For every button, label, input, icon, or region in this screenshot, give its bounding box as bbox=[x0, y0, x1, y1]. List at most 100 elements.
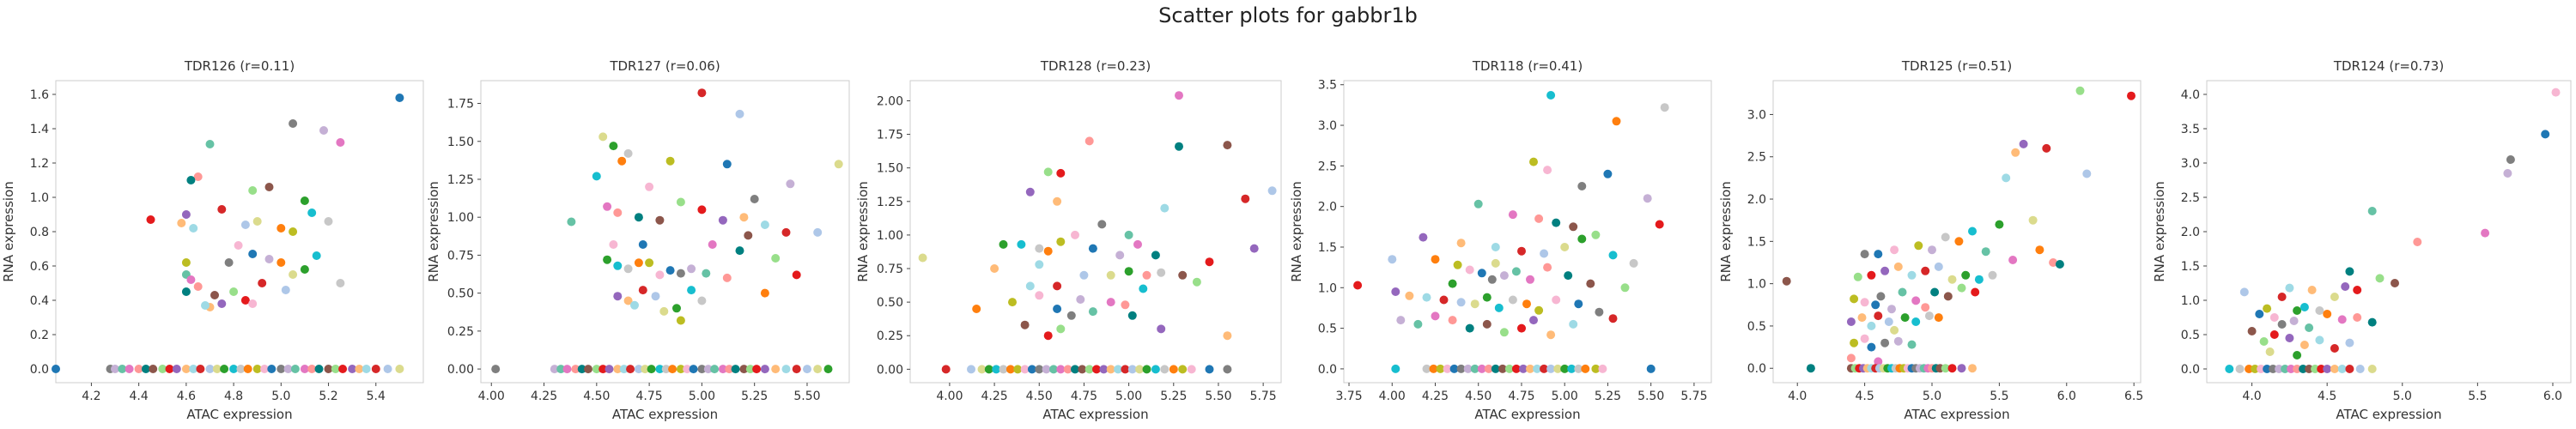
scatter-point bbox=[1135, 365, 1145, 374]
scatter-point bbox=[307, 208, 317, 217]
scatter-point bbox=[792, 365, 801, 374]
scatter-point bbox=[803, 365, 811, 374]
x-tick-label: 5.00 bbox=[1115, 390, 1142, 403]
scatter-point bbox=[2263, 365, 2272, 373]
scatter-point bbox=[2413, 238, 2422, 246]
y-tick-label: 1.75 bbox=[447, 98, 474, 112]
y-tick-label: 3.0 bbox=[1318, 119, 1337, 133]
scatter-point bbox=[687, 286, 696, 295]
scatter-point bbox=[697, 88, 707, 98]
scatter-point bbox=[1534, 305, 1544, 315]
subplot-title: TDR127 (r=0.06) bbox=[609, 58, 720, 74]
scatter-point bbox=[2551, 88, 2561, 97]
scatter-point bbox=[2285, 334, 2294, 342]
scatter-point bbox=[177, 219, 186, 227]
scatter-point bbox=[634, 258, 643, 268]
scatter-point bbox=[312, 251, 321, 260]
scatter-point bbox=[2353, 286, 2362, 294]
scatter-point bbox=[1477, 269, 1486, 278]
scatter-point bbox=[1178, 270, 1188, 280]
y-tick-label: 4.0 bbox=[2181, 88, 2200, 102]
scatter-point bbox=[181, 287, 191, 296]
scatter-point bbox=[1419, 233, 1428, 242]
scatter-point bbox=[1517, 246, 1526, 256]
y-tick-label: 0.5 bbox=[1747, 320, 1766, 334]
scatter-point bbox=[1078, 365, 1087, 374]
scatter-point bbox=[181, 210, 191, 219]
y-tick-label: 2.00 bbox=[877, 94, 903, 108]
scatter-point bbox=[1133, 239, 1142, 249]
scatter-point bbox=[1079, 270, 1089, 280]
scatter-point bbox=[1526, 275, 1534, 284]
scatter-point bbox=[2251, 365, 2260, 373]
scatter-point bbox=[771, 365, 781, 374]
scatter-point bbox=[149, 365, 158, 373]
scatter-point bbox=[1084, 136, 1094, 146]
x-tick-label: 5.00 bbox=[1552, 390, 1578, 403]
x-axis-label: ATAC expression bbox=[1474, 407, 1580, 422]
scatter-point bbox=[1577, 182, 1587, 190]
scatter-point bbox=[992, 365, 1001, 374]
scatter-point bbox=[240, 221, 250, 229]
x-tick-label: 5.0 bbox=[1923, 390, 1941, 403]
scatter-point bbox=[1511, 364, 1521, 373]
scatter-point bbox=[264, 255, 274, 263]
scatter-point bbox=[1056, 168, 1066, 178]
scatter-point bbox=[655, 215, 665, 225]
plot-area bbox=[2206, 80, 2572, 384]
scatter-point bbox=[972, 305, 981, 313]
scatter-point bbox=[2293, 351, 2302, 360]
scatter-point bbox=[1968, 227, 1977, 236]
scatter-point bbox=[324, 365, 333, 373]
scatter-point bbox=[276, 365, 286, 373]
scatter-point bbox=[1552, 218, 1561, 227]
y-tick-label: 3.0 bbox=[2181, 157, 2200, 171]
y-tick-label: 0.00 bbox=[447, 363, 474, 377]
scatter-point bbox=[1008, 298, 1017, 307]
scatter-point bbox=[1981, 247, 1990, 257]
y-tick-label: 1.5 bbox=[2181, 260, 2200, 274]
scatter-point bbox=[224, 258, 234, 267]
scatter-point bbox=[2481, 228, 2490, 238]
scatter-point bbox=[1608, 251, 1618, 260]
x-tick-label: 4.75 bbox=[636, 390, 663, 403]
scatter-point bbox=[1353, 281, 1363, 290]
scatter-point bbox=[571, 365, 580, 374]
scatter-point bbox=[1874, 250, 1883, 259]
scatter-point bbox=[1020, 365, 1030, 374]
scatter-point bbox=[676, 316, 685, 325]
scatter-point bbox=[2305, 365, 2314, 373]
scatter-point bbox=[1241, 194, 1250, 203]
scatter-point bbox=[577, 365, 586, 374]
scatter-point bbox=[2311, 365, 2320, 373]
scatter-point bbox=[1543, 166, 1552, 175]
scatter-point bbox=[626, 365, 635, 374]
scatter-point bbox=[118, 365, 127, 373]
plot-area bbox=[909, 80, 1282, 384]
scatter-point bbox=[676, 197, 685, 207]
scatter-point bbox=[1574, 299, 1583, 309]
scatter-point bbox=[1540, 249, 1549, 258]
scatter-point bbox=[1534, 214, 1544, 223]
scatter-point bbox=[2035, 245, 2044, 255]
y-tick-label: 2.5 bbox=[1747, 151, 1766, 165]
scatter-point bbox=[289, 119, 298, 128]
scatter-point bbox=[567, 217, 576, 227]
scatter-point bbox=[1223, 365, 1232, 374]
scatter-point bbox=[111, 365, 119, 373]
scatter-point bbox=[1508, 295, 1517, 305]
y-tick-label: 0.00 bbox=[877, 363, 903, 377]
scatter-point bbox=[1947, 275, 1957, 284]
scatter-point bbox=[1646, 364, 1656, 373]
scatter-point bbox=[2367, 207, 2377, 215]
scatter-point bbox=[1115, 251, 1125, 260]
scatter-point bbox=[1035, 291, 1044, 300]
scatter-point bbox=[1581, 364, 1590, 373]
scatter-point bbox=[598, 365, 608, 374]
scatter-point bbox=[248, 299, 258, 308]
scatter-point bbox=[760, 365, 769, 374]
scatter-point bbox=[760, 221, 769, 229]
scatter-point bbox=[229, 365, 239, 373]
y-tick-label: 0.8 bbox=[30, 226, 49, 239]
